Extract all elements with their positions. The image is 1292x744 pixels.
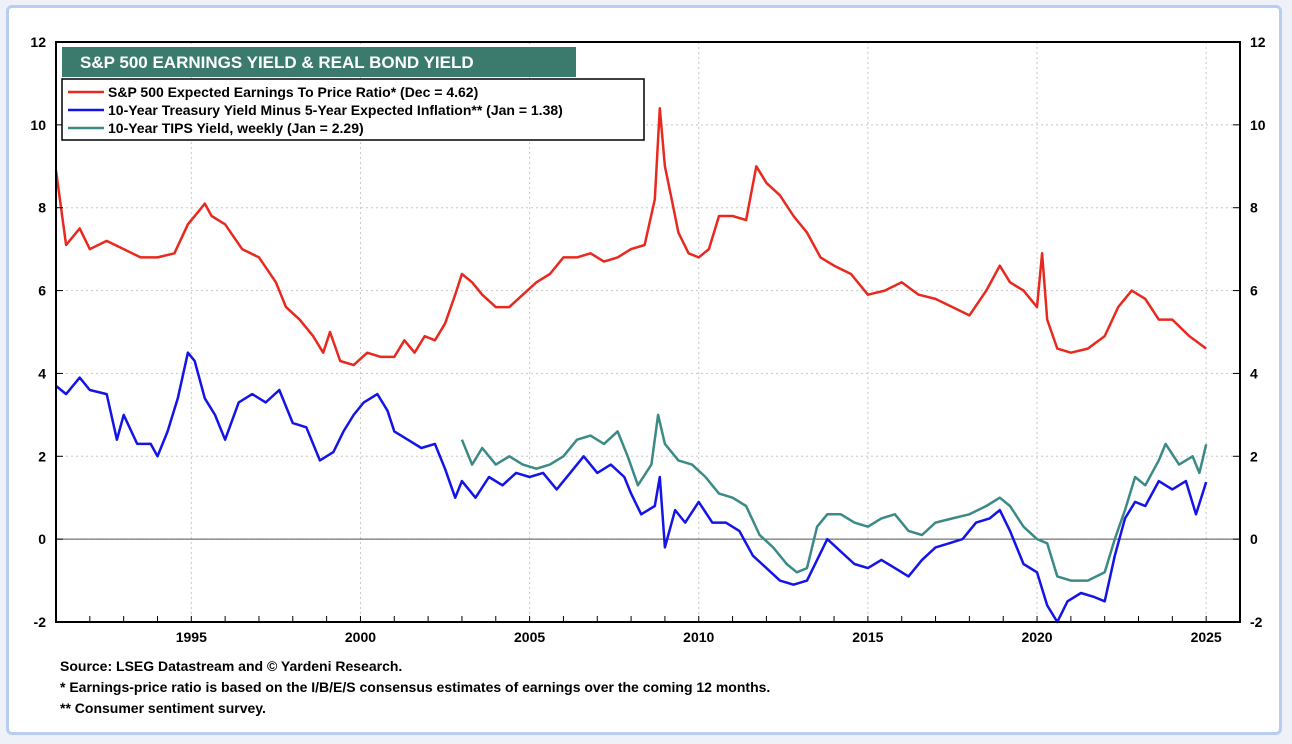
x-tick-label: 2015 (852, 629, 883, 645)
y-tick-label-right: 8 (1250, 200, 1258, 216)
x-tick-label: 2020 (1021, 629, 1052, 645)
y-tick-label-left: -2 (34, 614, 47, 630)
plot-border (55, 41, 1241, 623)
y-tick-label-left: 8 (38, 200, 46, 216)
chart-title: S&P 500 EARNINGS YIELD & REAL BOND YIELD (80, 53, 474, 72)
tick-layer: 1995 2000 2005 2010 2015 2020 2025 -2 -2 0 0 2 2 4 4 6 6… (30, 34, 1265, 645)
legend-label: 10-Year TIPS Yield, weekly (Jan = 2.29) (108, 120, 364, 136)
series-line-1 (55, 351, 1208, 624)
y-tick-label-left: 0 (38, 531, 46, 547)
y-tick-label-left: 12 (30, 34, 46, 50)
y-tick-label-right: -2 (1250, 614, 1263, 630)
y-tick-label-right: 2 (1250, 448, 1258, 464)
earnings-note: * Earnings-price ratio is based on the I… (60, 679, 771, 695)
legend: S&P 500 Expected Earnings To Price Ratio… (61, 78, 645, 141)
x-tick-label: 2010 (683, 629, 714, 645)
legend-label: S&P 500 Expected Earnings To Price Ratio… (108, 84, 478, 100)
x-tick-label: 2000 (345, 629, 376, 645)
y-tick-label-left: 6 (38, 283, 46, 299)
footnotes: Source: LSEG Datastream and © Yardeni Re… (60, 656, 770, 719)
y-tick-label-right: 12 (1250, 34, 1266, 50)
y-tick-label-left: 2 (38, 448, 46, 464)
x-tick-label: 2025 (1191, 629, 1222, 645)
series-line-0 (54, 107, 1207, 367)
source-note: Source: LSEG Datastream and © Yardeni Re… (60, 658, 403, 674)
y-tick-label-right: 6 (1250, 283, 1258, 299)
title-background (62, 47, 576, 77)
y-tick-label-left: 4 (38, 365, 46, 381)
y-tick-label-left: 10 (30, 117, 46, 133)
y-tick-label-right: 10 (1250, 117, 1266, 133)
title-box: S&P 500 EARNINGS YIELD & REAL BOND YIELD (62, 47, 576, 77)
x-tick-label: 2005 (514, 629, 545, 645)
legend-label: 10-Year Treasury Yield Minus 5-Year Expe… (108, 102, 563, 118)
y-tick-label-right: 4 (1250, 365, 1258, 381)
survey-note: ** Consumer sentiment survey. (60, 700, 266, 716)
y-tick-label-right: 0 (1250, 531, 1258, 547)
legend-box (61, 78, 645, 141)
series-line-2 (460, 413, 1208, 582)
series-layer (54, 107, 1208, 624)
x-tick-label: 1995 (176, 629, 207, 645)
